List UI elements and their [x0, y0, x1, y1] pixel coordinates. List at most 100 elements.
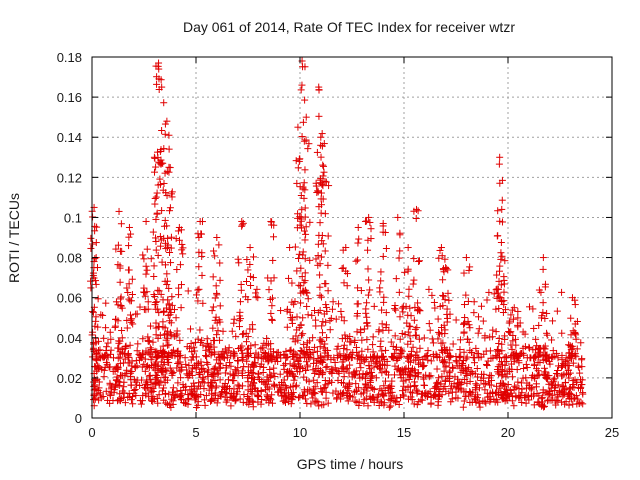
- data-point: [411, 381, 419, 389]
- data-point: [340, 379, 348, 387]
- data-point: [574, 362, 582, 370]
- data-point: [366, 365, 374, 373]
- data-point: [379, 252, 387, 260]
- data-point: [154, 251, 162, 259]
- data-point: [87, 234, 95, 242]
- data-point: [280, 376, 288, 384]
- data-point: [445, 296, 453, 304]
- data-point: [558, 329, 566, 337]
- data-point: [435, 393, 443, 401]
- data-point: [363, 387, 371, 395]
- data-point: [539, 308, 547, 316]
- data-point: [441, 376, 449, 384]
- data-point: [566, 384, 574, 392]
- data-point: [102, 299, 110, 307]
- data-point: [150, 262, 158, 270]
- data-point: [302, 358, 310, 366]
- data-point: [572, 335, 580, 343]
- data-point: [319, 161, 327, 169]
- data-point: [463, 335, 471, 343]
- data-point: [321, 247, 329, 255]
- data-point: [234, 356, 242, 364]
- data-point: [296, 393, 304, 401]
- data-point: [152, 246, 160, 254]
- data-point: [486, 371, 494, 379]
- data-point: [243, 256, 251, 264]
- data-point: [449, 340, 457, 348]
- data-point: [316, 271, 324, 279]
- data-point: [209, 273, 217, 281]
- data-point: [202, 392, 210, 400]
- data-point: [333, 395, 341, 403]
- data-point: [286, 244, 294, 252]
- data-point: [318, 322, 326, 330]
- data-point: [558, 372, 566, 380]
- data-point: [426, 326, 434, 334]
- data-point: [324, 399, 332, 407]
- x-axis-label: GPS time / hours: [297, 456, 404, 472]
- data-point: [198, 378, 206, 386]
- data-point: [475, 313, 483, 321]
- data-point: [270, 233, 278, 241]
- data-point: [394, 213, 402, 221]
- data-point: [229, 377, 237, 385]
- data-point: [128, 275, 136, 283]
- data-point: [447, 382, 455, 390]
- data-point: [483, 296, 491, 304]
- data-point: [420, 334, 428, 342]
- data-point: [390, 305, 398, 313]
- data-point: [495, 160, 503, 168]
- data-point: [364, 291, 372, 299]
- data-point: [103, 343, 111, 351]
- data-point: [538, 395, 546, 403]
- data-point: [297, 299, 305, 307]
- data-point: [168, 193, 176, 201]
- data-point: [238, 221, 246, 229]
- data-point: [115, 207, 123, 215]
- data-point: [548, 381, 556, 389]
- data-point: [176, 261, 184, 269]
- data-point: [229, 370, 237, 378]
- data-point: [530, 401, 538, 409]
- data-point: [392, 306, 400, 314]
- data-point: [535, 371, 543, 379]
- data-point: [282, 398, 290, 406]
- data-point: [395, 288, 403, 296]
- data-point: [334, 390, 342, 398]
- data-point: [156, 232, 164, 240]
- data-point: [522, 391, 530, 399]
- data-point: [439, 276, 447, 284]
- data-point: [481, 386, 489, 394]
- data-point: [559, 392, 567, 400]
- data-point: [270, 364, 278, 372]
- data-point: [147, 255, 155, 263]
- data-point: [460, 301, 468, 309]
- data-point: [364, 402, 372, 410]
- data-point: [415, 335, 423, 343]
- x-tick-label: 10: [293, 425, 307, 440]
- data-point: [199, 373, 207, 381]
- y-tick-label: 0: [75, 411, 82, 426]
- data-point: [567, 314, 575, 322]
- data-point: [310, 376, 318, 384]
- x-tick-label: 25: [605, 425, 619, 440]
- data-point: [304, 145, 312, 153]
- data-point: [322, 280, 330, 288]
- data-point: [309, 334, 317, 342]
- data-point: [427, 357, 435, 365]
- data-point: [461, 314, 469, 322]
- y-tick-label: 0.16: [57, 90, 82, 105]
- data-point: [532, 380, 540, 388]
- data-point: [356, 374, 364, 382]
- data-point: [419, 363, 427, 371]
- data-point: [283, 323, 291, 331]
- data-point: [380, 382, 388, 390]
- data-point: [246, 260, 254, 268]
- data-point: [375, 326, 383, 334]
- data-point: [316, 219, 324, 227]
- data-point: [380, 293, 388, 301]
- data-point: [405, 285, 413, 293]
- chart-title: Day 061 of 2014, Rate Of TEC Index for r…: [183, 19, 515, 35]
- data-point: [408, 389, 416, 397]
- data-point: [414, 305, 422, 313]
